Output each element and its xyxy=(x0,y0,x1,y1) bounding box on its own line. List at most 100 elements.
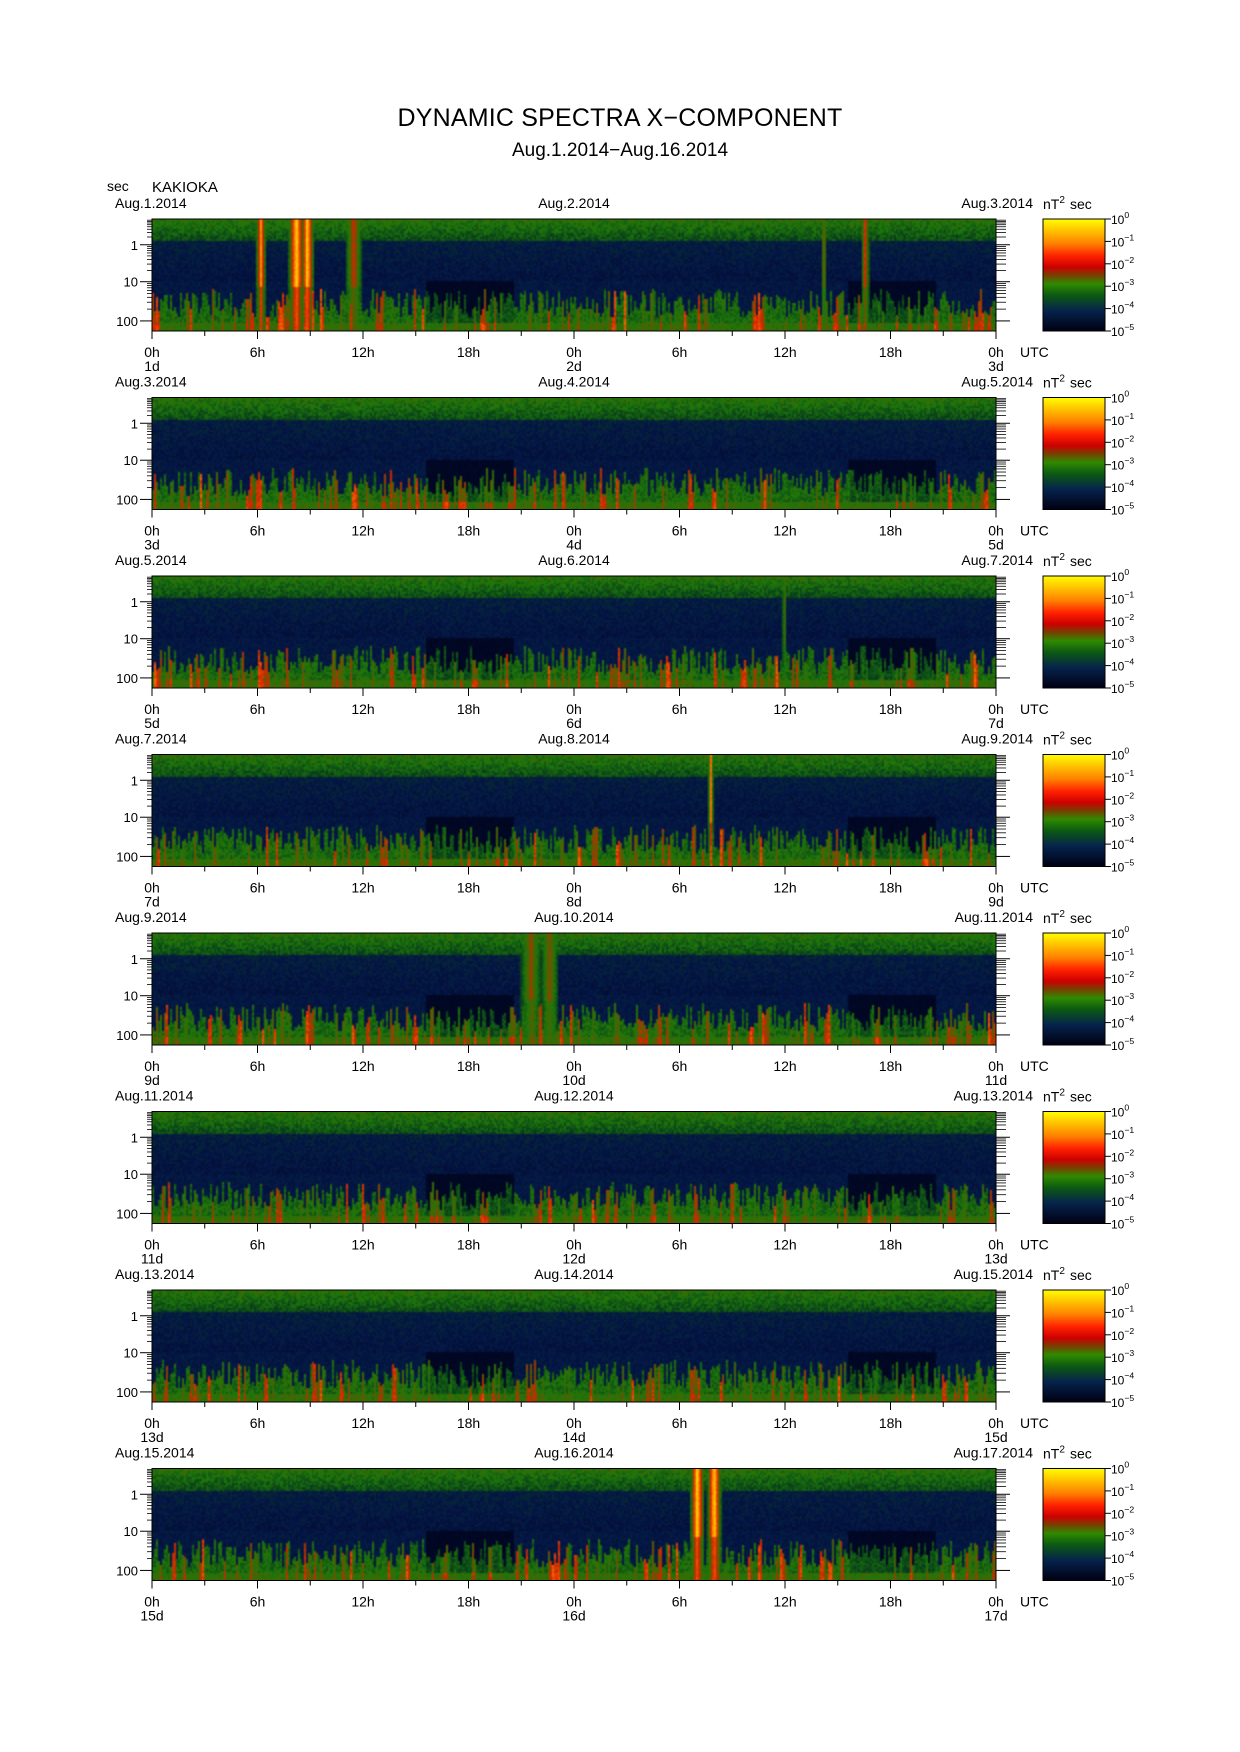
colorbar-unit-tail: sec xyxy=(1070,196,1092,212)
x-tick-label: 12h xyxy=(351,1415,374,1431)
x-tick-label: 18h xyxy=(457,1415,480,1431)
spectrogram-image xyxy=(152,1468,996,1581)
spectrogram-canvas xyxy=(152,1111,996,1224)
x-tick-label: 6h xyxy=(250,1594,266,1610)
y-tick-label: 100 xyxy=(116,1563,138,1578)
y-tick-label: 1 xyxy=(131,952,138,967)
y-tick-label: 100 xyxy=(116,492,138,507)
x-tick-label: 18h xyxy=(457,523,480,539)
spectrogram-image xyxy=(152,219,996,331)
day-label: 5d xyxy=(144,715,160,731)
colorbar-tick-label: 10−3 xyxy=(1111,1527,1134,1544)
x-unit-label: UTC xyxy=(1020,344,1049,360)
day-label: 9d xyxy=(988,894,1004,910)
y-tick-label: 100 xyxy=(116,671,138,686)
x-tick-label: 0h xyxy=(144,1415,160,1431)
day-label: 3d xyxy=(988,358,1004,374)
colorbar-tick-label: 10−1 xyxy=(1111,946,1134,963)
colorbar-tick-label: 10−5 xyxy=(1111,1393,1134,1410)
panel-mid-date: Aug.2.2014 xyxy=(538,195,610,211)
y-tick-label: 10 xyxy=(124,1346,138,1361)
x-tick-label: 0h xyxy=(566,1058,582,1074)
x-tick-label: 0h xyxy=(566,1594,582,1610)
x-tick-label: 12h xyxy=(351,1058,374,1074)
day-label: 7d xyxy=(144,894,160,910)
x-tick-label: 0h xyxy=(566,880,582,896)
x-unit-label: UTC xyxy=(1020,523,1049,539)
x-tick-label: 0h xyxy=(988,1058,1004,1074)
spectra-panel: Aug.11.2014 Aug.12.2014 Aug.13.2014 1 10 100 0… xyxy=(115,1088,1134,1267)
x-tick-label: 6h xyxy=(250,523,266,539)
colorbar-tick-label: 100 xyxy=(1111,1281,1129,1298)
spectrogram-canvas xyxy=(152,1290,996,1402)
spectra-panel: Aug.15.2014 Aug.16.2014 Aug.17.2014 1 10 100 0… xyxy=(115,1445,1134,1624)
colorbar-tick-label: 100 xyxy=(1111,210,1129,227)
x-tick-label: 6h xyxy=(672,701,688,717)
panel-mid-date: Aug.14.2014 xyxy=(534,1266,614,1282)
spectra-panel: Aug.5.2014 Aug.6.2014 Aug.7.2014 1 10 100 0h 6h… xyxy=(115,552,1134,731)
x-tick-label: 0h xyxy=(566,701,582,717)
spectrogram-image xyxy=(152,1111,996,1224)
x-unit-label: UTC xyxy=(1020,1594,1049,1610)
panel-mid-date: Aug.10.2014 xyxy=(534,909,614,925)
x-tick-label: 18h xyxy=(457,880,480,896)
x-tick-label: 12h xyxy=(351,1237,374,1253)
x-tick-label: 18h xyxy=(879,1594,902,1610)
x-tick-label: 12h xyxy=(773,1415,796,1431)
x-tick-label: 18h xyxy=(457,1237,480,1253)
x-unit-label: UTC xyxy=(1020,1058,1049,1074)
y-tick-label: 100 xyxy=(116,1028,138,1043)
panel-start-date: Aug.9.2014 xyxy=(115,909,187,925)
day-label: 2d xyxy=(566,358,582,374)
day-label: 9d xyxy=(144,1072,160,1088)
page-title: DYNAMIC SPECTRA X−COMPONENT xyxy=(397,104,843,132)
panel-start-date: Aug.1.2014 xyxy=(115,195,187,211)
panel-end-date: Aug.7.2014 xyxy=(961,552,1033,568)
panel-mid-date: Aug.8.2014 xyxy=(538,731,610,747)
colorbar xyxy=(1042,1468,1106,1581)
x-tick-label: 18h xyxy=(879,1058,902,1074)
x-tick-label: 6h xyxy=(250,1058,266,1074)
day-label: 15d xyxy=(984,1429,1007,1445)
colorbar-tick-label: 100 xyxy=(1111,924,1129,941)
spectrogram-canvas xyxy=(152,754,996,867)
x-tick-label: 6h xyxy=(250,880,266,896)
colorbar-tick-label: 10−2 xyxy=(1111,1326,1134,1343)
x-tick-label: 18h xyxy=(457,1058,480,1074)
colorbar-tick-label: 10−1 xyxy=(1111,411,1134,428)
x-unit-label: UTC xyxy=(1020,1415,1049,1431)
panel-mid-date: Aug.6.2014 xyxy=(538,552,610,568)
x-unit-label: UTC xyxy=(1020,1237,1049,1253)
spectrogram-image xyxy=(152,933,996,1045)
colorbar-tick-label: 10−5 xyxy=(1111,501,1134,518)
x-tick-label: 12h xyxy=(773,701,796,717)
colorbar xyxy=(1042,1111,1106,1224)
y-tick-label: 100 xyxy=(116,1385,138,1400)
y-tick-label: 10 xyxy=(124,1167,138,1182)
x-tick-label: 12h xyxy=(773,1237,796,1253)
y-tick-label: 1 xyxy=(131,595,138,610)
x-tick-label: 0h xyxy=(988,701,1004,717)
colorbar-tick-label: 10−5 xyxy=(1111,679,1134,696)
colorbar xyxy=(1042,1289,1106,1403)
panel-mid-date: Aug.4.2014 xyxy=(538,374,610,390)
colorbar-tick-label: 10−1 xyxy=(1111,1482,1134,1499)
spectra-panel: Aug.3.2014 Aug.4.2014 Aug.5.2014 1 10 100 0h 6h… xyxy=(115,374,1134,553)
panel-end-date: Aug.5.2014 xyxy=(961,374,1033,390)
y-tick-label: 1 xyxy=(131,1309,138,1324)
x-tick-label: 18h xyxy=(457,701,480,717)
colorbar-unit: nT2 xyxy=(1043,374,1065,391)
colorbar-tick-label: 10−4 xyxy=(1111,1192,1134,1209)
spectrogram-image xyxy=(152,576,996,688)
panel-mid-date: Aug.12.2014 xyxy=(534,1088,614,1104)
colorbar-unit: nT2 xyxy=(1043,552,1065,569)
y-tick-label: 10 xyxy=(124,810,138,825)
colorbar-unit-tail: sec xyxy=(1070,375,1092,391)
colorbar-tick-label: 10−5 xyxy=(1111,1572,1134,1589)
colorbar-unit-tail: sec xyxy=(1070,1089,1092,1105)
x-tick-label: 6h xyxy=(672,1237,688,1253)
panel-end-date: Aug.9.2014 xyxy=(961,731,1033,747)
x-tick-label: 12h xyxy=(773,880,796,896)
colorbar-tick-label: 10−3 xyxy=(1111,456,1134,473)
